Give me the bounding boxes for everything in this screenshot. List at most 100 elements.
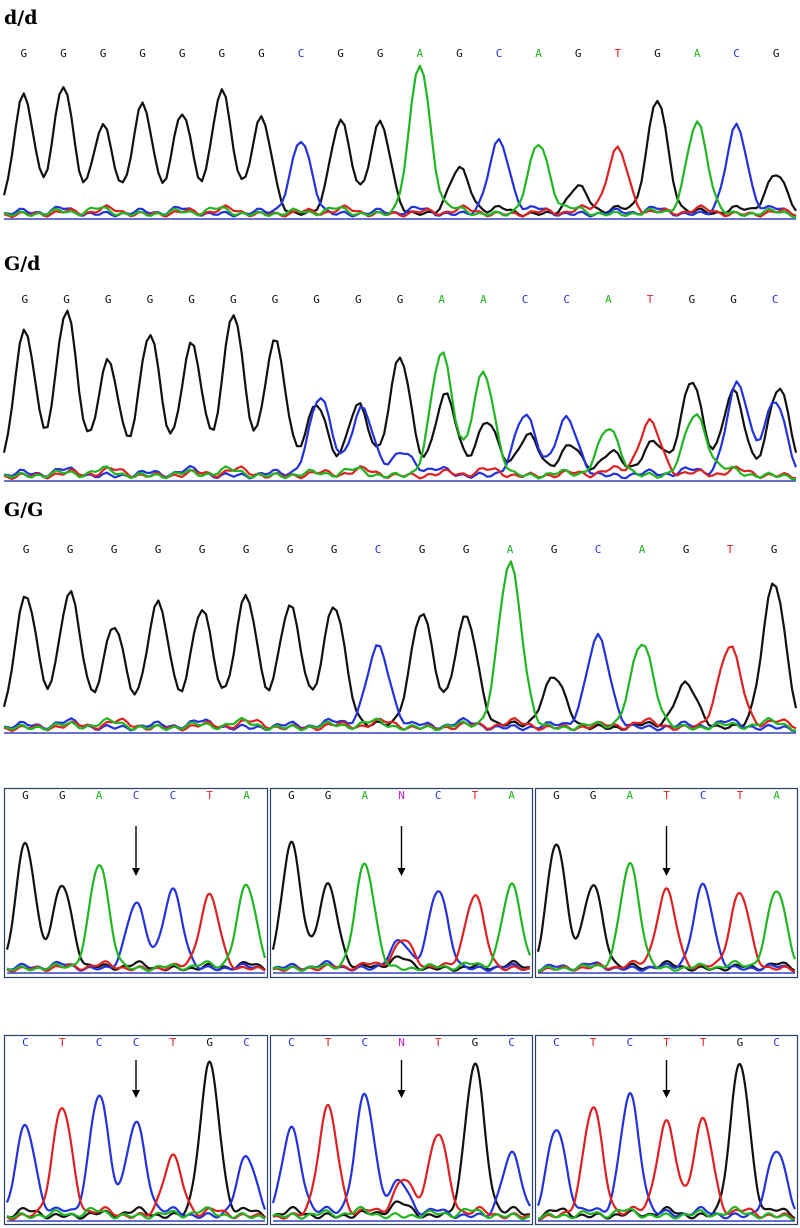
base-call: G — [355, 293, 362, 306]
base-call: G — [575, 47, 582, 60]
snp-arrow — [397, 826, 406, 876]
trace-a — [3, 351, 797, 481]
base-call: C — [288, 1036, 295, 1049]
base-call: C — [133, 1036, 140, 1049]
base-call: T — [727, 543, 734, 556]
base-call: A — [639, 543, 646, 556]
trace-g — [6, 1060, 266, 1220]
trace-c — [271, 1092, 531, 1219]
panel-label-gd: G/d — [4, 253, 40, 275]
base-call: G — [590, 789, 597, 802]
base-call: G — [397, 293, 404, 306]
base-call: C — [700, 789, 707, 802]
base-call: T — [737, 789, 744, 802]
base-call: G — [60, 47, 67, 60]
base-call: G — [67, 543, 74, 556]
base-call: T — [663, 1036, 670, 1049]
base-call: A — [480, 293, 487, 306]
base-call: A — [96, 789, 103, 802]
base-call: G — [325, 789, 332, 802]
base-call: A — [605, 293, 612, 306]
trace-t — [272, 894, 531, 972]
base-call: G — [100, 47, 107, 60]
base-call: A — [508, 789, 515, 802]
base-call: G — [773, 47, 780, 60]
base-call: G — [105, 293, 112, 306]
trace-g — [5, 841, 266, 972]
base-call: T — [472, 789, 479, 802]
base-call: C — [361, 1036, 368, 1049]
base-call: C — [773, 1036, 780, 1049]
base-call: G — [147, 293, 154, 306]
trace-g — [536, 843, 796, 972]
trace-c — [5, 1094, 267, 1219]
base-call: G — [463, 543, 470, 556]
base-call: G — [654, 47, 661, 60]
base-call: G — [553, 789, 560, 802]
base-call: G — [337, 47, 344, 60]
base-call: G — [218, 47, 225, 60]
base-call: T — [59, 1036, 66, 1049]
base-call: G — [688, 293, 695, 306]
base-call: G — [111, 543, 118, 556]
base-call: G — [243, 543, 250, 556]
base-call: G — [288, 789, 295, 802]
base-call: C — [298, 47, 305, 60]
base-call: A — [507, 543, 514, 556]
trace-a — [272, 862, 532, 972]
base-call: A — [438, 293, 445, 306]
base-call: G — [258, 47, 265, 60]
base-call: G — [730, 293, 737, 306]
snp-arrow — [132, 1060, 140, 1098]
base-call: G — [155, 543, 162, 556]
snp-panel-frame — [269, 787, 534, 979]
base-call: G — [139, 47, 146, 60]
base-call: A — [773, 789, 780, 802]
base-call: C — [772, 293, 779, 306]
base-call: G — [331, 543, 338, 556]
base-call: C — [553, 1036, 560, 1049]
base-call: G — [377, 47, 384, 60]
base-call: G — [771, 543, 778, 556]
snp-arrow — [662, 826, 671, 876]
base-call: G — [179, 47, 186, 60]
snp-panel-frame — [3, 787, 269, 979]
base-call: T — [206, 789, 213, 802]
base-call: A — [243, 789, 250, 802]
base-call: G — [737, 1036, 744, 1049]
base-call: T — [647, 293, 654, 306]
base-call: G — [206, 1036, 213, 1049]
snp-panel-frame — [3, 1034, 269, 1226]
base-call: T — [700, 1036, 707, 1049]
base-call: G — [456, 47, 463, 60]
base-call: G — [188, 293, 195, 306]
base-call: T — [663, 789, 670, 802]
trace-t — [3, 417, 797, 481]
base-call: N — [398, 1036, 405, 1049]
trace-layer: G G G G G G G C G G A G C A G T G A C G G G G G G G G G G G A A C C A T G G C G… — [2, 47, 799, 1226]
base-call: G — [419, 543, 426, 556]
base-call: T — [325, 1036, 332, 1049]
base-call: A — [361, 789, 368, 802]
base-call: C — [243, 1036, 250, 1049]
snp-arrow — [397, 1060, 406, 1098]
base-call: G — [683, 543, 690, 556]
base-call: C — [22, 1036, 29, 1049]
base-call: T — [590, 1036, 597, 1049]
base-call: C — [496, 47, 503, 60]
base-call: A — [626, 789, 633, 802]
base-call: C — [626, 1036, 633, 1049]
base-call: G — [59, 789, 66, 802]
base-call: C — [375, 543, 382, 556]
base-call: G — [21, 293, 28, 306]
trace-g — [2, 582, 798, 731]
panel-label-dd: d/d — [4, 7, 38, 29]
trace-c — [536, 1092, 797, 1220]
base-call: G — [23, 543, 30, 556]
snp-panel-frame — [534, 787, 799, 979]
